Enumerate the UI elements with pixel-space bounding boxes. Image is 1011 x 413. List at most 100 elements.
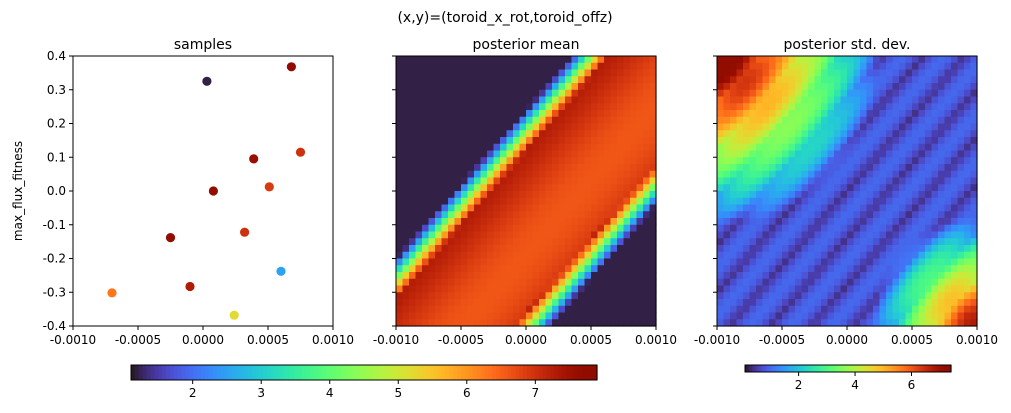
y-axis-label: max_flux_fitness — [11, 141, 25, 241]
heatmap-cell — [617, 299, 625, 307]
heatmap-cell — [513, 251, 521, 260]
heatmap-cell — [500, 258, 508, 266]
heatmap-cell — [931, 69, 939, 77]
heatmap-cell — [957, 251, 965, 260]
heatmap-cell — [435, 292, 443, 300]
heatmap-cell — [422, 143, 430, 152]
heatmap-cell — [905, 89, 913, 98]
heatmap-cell — [931, 103, 939, 111]
heatmap-cell — [415, 69, 423, 77]
heatmap-cell — [422, 62, 430, 71]
heatmap-cell — [467, 170, 475, 179]
heatmap-cell — [435, 285, 443, 293]
heatmap-cell — [905, 130, 913, 138]
heatmap-cell — [840, 211, 848, 219]
heatmap-cell — [775, 265, 783, 273]
heatmap-cell — [827, 76, 835, 84]
heatmap-cell — [944, 299, 952, 307]
heatmap-cell — [558, 96, 566, 104]
heatmap-cell — [649, 83, 657, 91]
heatmap-cell — [886, 76, 894, 84]
heatmap-cell — [795, 218, 803, 226]
heatmap-cell — [597, 285, 605, 293]
heatmap-cell — [487, 157, 495, 165]
heatmap-cell — [964, 69, 972, 77]
heatmap-cell — [552, 231, 560, 239]
heatmap-cell — [788, 258, 796, 266]
colorbar-segment — [554, 365, 559, 380]
heatmap-cell — [775, 319, 783, 327]
heatmap-cell — [617, 211, 625, 219]
heatmap-cell — [545, 319, 553, 327]
heatmap-cell — [526, 245, 534, 253]
colorbar-segment — [131, 365, 136, 380]
colorbar-segment — [851, 365, 854, 372]
heatmap-cell — [931, 56, 939, 64]
heatmap-cell — [526, 197, 534, 206]
heatmap-cell — [951, 211, 959, 219]
heatmap-cell — [487, 278, 495, 287]
heatmap-cell — [931, 231, 939, 239]
heatmap-cell — [493, 292, 501, 300]
heatmap-cell — [821, 305, 829, 314]
heatmap-cell — [558, 110, 566, 118]
heatmap-cell — [474, 83, 482, 91]
heatmap-cell — [912, 157, 920, 165]
heatmap-cell — [886, 123, 894, 131]
heatmap-cell — [866, 204, 874, 212]
heatmap-cell — [808, 116, 816, 125]
heatmap-cell — [964, 83, 972, 91]
heatmap-cell — [610, 258, 618, 266]
heatmap-cell — [454, 197, 462, 206]
heatmap-cell — [886, 319, 894, 327]
heatmap-cell — [814, 157, 822, 165]
heatmap-cell — [428, 137, 436, 145]
heatmap-cell — [532, 211, 540, 219]
heatmap-cell — [526, 211, 534, 219]
heatmap-cell — [931, 150, 939, 158]
heatmap-cell — [775, 62, 783, 71]
heatmap-cell — [454, 319, 462, 327]
heatmap-cell — [604, 251, 612, 260]
heatmap-cell — [808, 231, 816, 239]
heatmap-cell — [474, 285, 482, 293]
heatmap-cell — [730, 177, 738, 185]
heatmap-cell — [402, 265, 410, 273]
heatmap-cell — [717, 177, 725, 185]
heatmap-cell — [474, 56, 482, 64]
heatmap-cell — [957, 197, 965, 206]
heatmap-cell — [597, 211, 605, 219]
heatmap-cell — [905, 191, 913, 199]
colorbar-segment — [774, 365, 777, 372]
heatmap-cell — [415, 177, 423, 185]
heatmap-cell — [970, 231, 978, 239]
heatmap-cell — [565, 62, 573, 71]
heatmap-cell — [743, 96, 751, 104]
heatmap-cell — [428, 191, 436, 199]
colorbar-segment — [507, 365, 513, 380]
heatmap-cell — [886, 305, 894, 314]
heatmap-cell — [597, 251, 605, 260]
heatmap-cell — [539, 312, 547, 320]
heatmap-cell — [853, 312, 861, 320]
heatmap-cell — [782, 177, 790, 185]
heatmap-cell — [441, 164, 449, 172]
heatmap-cell — [623, 292, 631, 300]
heatmap-cell — [565, 191, 573, 199]
colorbar-segment — [848, 365, 851, 372]
heatmap-cell — [578, 204, 586, 212]
heatmap-cell — [723, 170, 731, 179]
heatmap-cell — [892, 96, 900, 104]
heatmap-cell — [422, 265, 430, 273]
heatmap-cell — [788, 56, 796, 64]
heatmap-cell — [545, 170, 553, 179]
colorbar-segment — [461, 365, 466, 380]
heatmap-cell — [912, 116, 920, 125]
heatmap-cell — [480, 116, 488, 125]
heatmap-cell — [951, 83, 959, 91]
heatmap-cell — [814, 272, 822, 280]
heatmap-cell — [519, 130, 527, 138]
heatmap-cell — [584, 137, 592, 145]
colorbar-segment — [911, 365, 914, 372]
heatmap-cell — [402, 272, 410, 280]
